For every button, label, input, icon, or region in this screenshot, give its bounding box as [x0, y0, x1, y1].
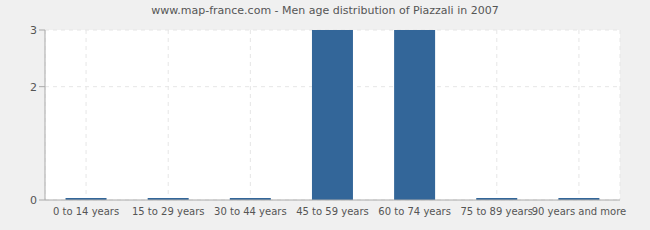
svg-text:0 to 14 years: 0 to 14 years	[53, 206, 119, 217]
svg-text:30 to 44 years: 30 to 44 years	[214, 206, 287, 217]
html-text:www.map-france.com - Men age d: www.map-france.com - Men age distributio…	[151, 4, 499, 17]
svg-text:0: 0	[30, 194, 37, 207]
svg-text:3: 3	[30, 24, 37, 37]
svg-text:45 to 59 years: 45 to 59 years	[296, 206, 369, 217]
svg-text:2: 2	[30, 81, 37, 94]
svg-text:60 to 74 years: 60 to 74 years	[378, 206, 451, 217]
svg-text:75 to 89 years: 75 to 89 years	[461, 206, 534, 217]
svg-text:15 to 29 years: 15 to 29 years	[132, 206, 205, 217]
svg-text:90 years and more: 90 years and more	[532, 206, 627, 217]
